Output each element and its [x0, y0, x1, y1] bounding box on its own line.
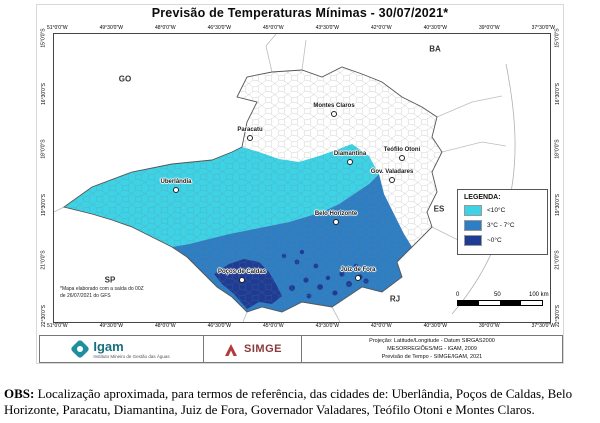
legend-label: 3°C - 7°C — [487, 222, 515, 229]
lon-label: 42°0'0"W — [371, 323, 392, 329]
lat-label: 21°0'0"S — [555, 250, 561, 270]
lon-label: 39°0'0"W — [479, 25, 500, 31]
obs-label: OBS: — [4, 386, 35, 401]
simge-logo-icon — [225, 343, 238, 356]
legend-swatch-cyan — [464, 205, 482, 216]
city-label: Gov. Valadares — [370, 169, 414, 175]
longitude-labels-top: 51°0'0"W 49°30'0"W 48°0'0"W 46°30'0"W 45… — [47, 25, 555, 31]
city-label: Poços de Caldas — [217, 269, 267, 275]
legend-label: <10°C — [487, 207, 506, 214]
city-marker — [389, 177, 395, 183]
lon-label: 51°0'0"W — [47, 323, 68, 329]
lat-label: 19°30'0"S — [41, 193, 47, 216]
lat-label: 16°30'0"S — [41, 82, 47, 105]
city-marker — [399, 155, 405, 161]
city-marker — [173, 187, 179, 193]
state-label-es: ES — [433, 204, 445, 214]
map-title: Previsão de Temperaturas Mínimas - 30/07… — [151, 6, 449, 20]
credits-strip: Igam Instituto Mineiro de Gestão das Águ… — [39, 335, 563, 363]
legend-item: <10°C — [464, 205, 541, 216]
lon-label: 46°30'0"W — [207, 25, 231, 31]
longitude-labels-bottom: 51°0'0"W 49°30'0"W 48°0'0"W 46°30'0"W 45… — [47, 323, 555, 329]
legend-swatch-navy — [464, 235, 482, 246]
scale-bar-segments — [457, 300, 543, 306]
legend-title: LEGENDA: — [464, 194, 501, 201]
scale-50: 50 — [494, 292, 501, 298]
lon-label: 48°0'0"W — [155, 323, 176, 329]
lon-label: 49°30'0"W — [99, 25, 123, 31]
city-label: Juiz de Fora — [340, 267, 376, 273]
map-credits: Projeção: Latitude/Longitude - Datum SIR… — [302, 336, 562, 362]
city-label: Teófilo Otoni — [383, 147, 421, 153]
city-marker — [239, 277, 245, 283]
credit-forecast: Previsão de Tempo - SIMGE/IGAM, 2021 — [381, 354, 483, 361]
credit-mesoregions: MESORREGIÕES/MG - IGAM, 2009 — [387, 345, 477, 352]
city-label: Uberlândia — [160, 179, 192, 185]
simge-logo: SIMGE — [204, 336, 302, 362]
city-marker — [247, 135, 253, 141]
legend-item: ~0°C — [464, 235, 541, 246]
lon-label: 40°30'0"W — [423, 25, 447, 31]
simge-name: SIMGE — [244, 343, 282, 355]
lon-label: 46°30'0"W — [207, 323, 231, 329]
scale-0: 0 — [456, 292, 460, 298]
scale-numbers: 0 50 100 km — [456, 292, 549, 300]
city-marker — [355, 275, 361, 281]
lon-label: 43°30'0"W — [315, 25, 339, 31]
state-label-ba: BA — [429, 44, 441, 54]
mg-state-outline — [62, 66, 443, 313]
latitude-labels-right: 15°0'0"S 16°30'0"S 18°0'0"S 19°30'0"S 21… — [553, 28, 563, 327]
lat-label: 18°0'0"S — [555, 139, 561, 159]
legend-label: ~0°C — [487, 237, 502, 244]
legend-swatch-blue — [464, 220, 482, 231]
credit-projection: Projeção: Latitude/Longitude - Datum SIR… — [369, 337, 495, 344]
lat-label: 19°30'0"S — [555, 193, 561, 216]
scale-100: 100 km — [529, 292, 549, 298]
lon-label: 37°30'0"W — [531, 323, 555, 329]
city-label: Diamantina — [333, 151, 367, 157]
minas-gerais-map — [54, 34, 516, 322]
city-label: Paracatu — [237, 127, 263, 133]
lon-label: 39°0'0"W — [479, 323, 500, 329]
map-footnote: *Mapa elaborado com a saída do 00Z de 26… — [60, 286, 144, 299]
state-label-go: GO — [118, 74, 132, 84]
obs-text: Localização aproximada, para termos de r… — [4, 386, 573, 417]
city-marker — [347, 159, 353, 165]
lat-label: 15°0'0"S — [555, 28, 561, 48]
lon-label: 43°30'0"W — [315, 323, 339, 329]
city-marker — [331, 111, 337, 117]
lon-label: 49°30'0"W — [99, 323, 123, 329]
legend-item: 3°C - 7°C — [464, 220, 541, 231]
lon-label: 40°30'0"W — [423, 323, 447, 329]
scale-bar: 0 50 100 km — [456, 292, 549, 306]
lon-label: 48°0'0"W — [155, 25, 176, 31]
lon-label: 45°0'0"W — [263, 323, 284, 329]
latitude-labels-left: 15°0'0"S 16°30'0"S 18°0'0"S 19°30'0"S 21… — [39, 28, 49, 327]
lat-label: 22°30'0"S — [555, 304, 561, 327]
igam-logo: Igam Instituto Mineiro de Gestão das Águ… — [40, 336, 204, 362]
lon-label: 51°0'0"W — [47, 25, 68, 31]
city-label: Montes Claros — [313, 103, 355, 109]
map-sheet: Previsão de Temperaturas Mínimas - 30/07… — [36, 4, 564, 364]
igam-logo-icon — [70, 339, 91, 359]
igam-subtitle: Instituto Mineiro de Gestão das Águas — [93, 353, 170, 359]
state-label-rj: RJ — [389, 294, 401, 304]
lat-label: 15°0'0"S — [41, 28, 47, 48]
lat-label: 16°30'0"S — [555, 82, 561, 105]
lon-label: 37°30'0"W — [531, 25, 555, 31]
obs-paragraph: OBS: Localização aproximada, para termos… — [4, 386, 598, 418]
lat-label: 18°0'0"S — [41, 139, 47, 159]
map-canvas: GO BA ES SP RJ Uberlândia Paracatu Monte… — [53, 33, 551, 323]
state-label-sp: SP — [104, 275, 116, 285]
igam-name: Igam — [93, 338, 124, 354]
lon-label: 42°0'0"W — [371, 25, 392, 31]
lat-label: 21°0'0"S — [41, 250, 47, 270]
legend: LEGENDA: <10°C 3°C - 7°C ~0°C — [457, 189, 548, 255]
city-label: Belo Horizonte — [314, 211, 358, 217]
lon-label: 45°0'0"W — [263, 25, 284, 31]
city-marker — [333, 219, 339, 225]
